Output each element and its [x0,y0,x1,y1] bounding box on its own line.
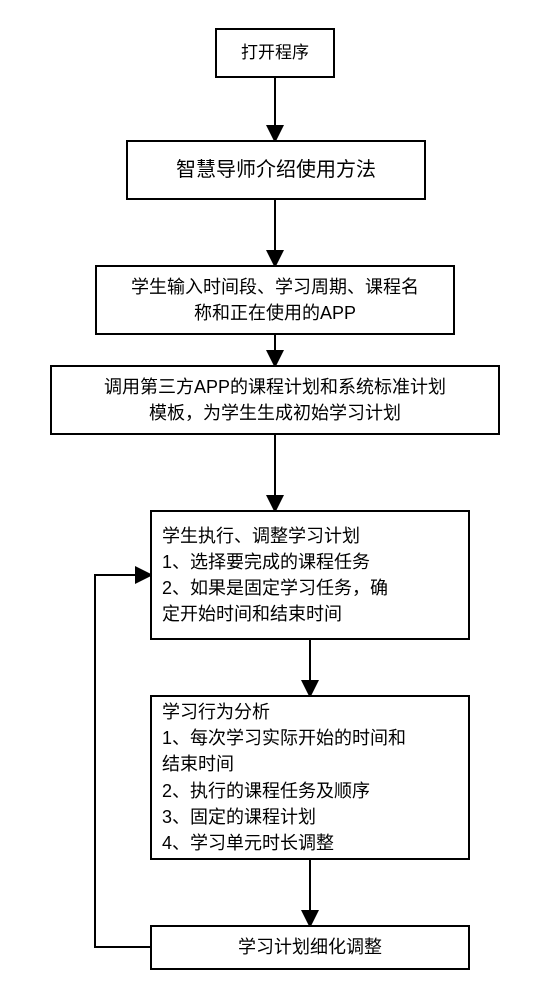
flow-node-n3: 学生输入时间段、学习周期、课程名 称和正在使用的APP [95,265,455,335]
flow-edge-e7 [95,575,150,947]
flowchart-canvas: 打开程序智慧导师介绍使用方法学生输入时间段、学习周期、课程名 称和正在使用的AP… [0,0,546,1000]
flow-node-n4: 调用第三方APP的课程计划和系统标准计划 模板，为学生生成初始学习计划 [50,365,500,435]
flow-node-n6: 学习行为分析 1、每次学习实际开始的时间和 结束时间 2、执行的课程任务及顺序 … [150,695,470,860]
flow-node-n5: 学生执行、调整学习计划 1、选择要完成的课程任务 2、如果是固定学习任务，确 定… [150,510,470,640]
flow-node-label: 学习计划细化调整 [238,934,382,960]
flow-node-label: 学生输入时间段、学习周期、课程名 称和正在使用的APP [131,274,419,326]
flow-node-label: 学生执行、调整学习计划 1、选择要完成的课程任务 2、如果是固定学习任务，确 定… [162,523,388,627]
flow-node-label: 学习行为分析 1、每次学习实际开始的时间和 结束时间 2、执行的课程任务及顺序 … [162,699,406,856]
flow-node-label: 打开程序 [241,41,309,66]
flow-node-label: 智慧导师介绍使用方法 [176,156,376,185]
flow-node-n1: 打开程序 [215,28,335,78]
flow-node-label: 调用第三方APP的课程计划和系统标准计划 模板，为学生生成初始学习计划 [104,374,446,426]
flow-node-n7: 学习计划细化调整 [150,925,470,970]
flow-node-n2: 智慧导师介绍使用方法 [126,140,426,200]
